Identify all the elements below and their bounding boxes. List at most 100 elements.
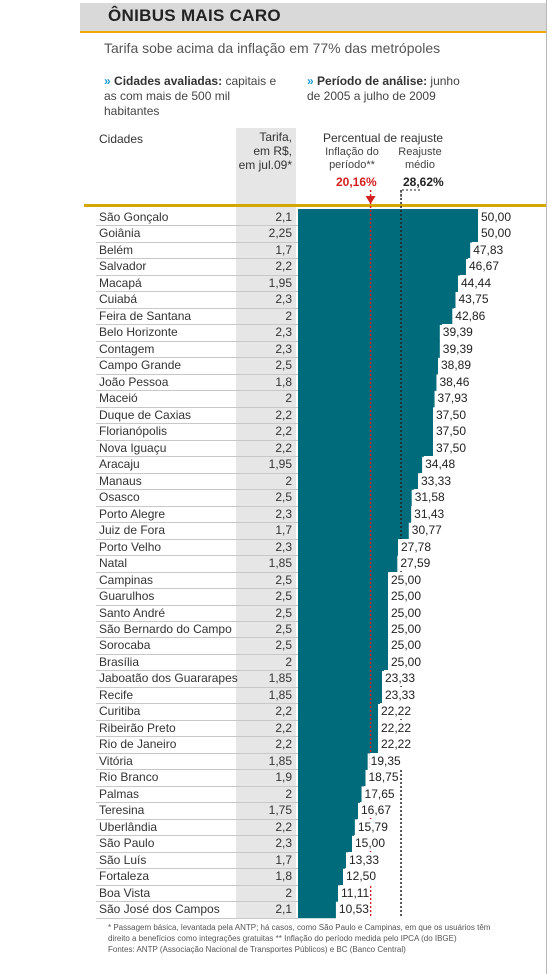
city-label: Duque de Caxias bbox=[99, 407, 192, 422]
bar-value-label: 30,77 bbox=[410, 522, 443, 539]
city-label: Contagem bbox=[99, 341, 155, 356]
row-divider bbox=[96, 456, 298, 458]
footnote-line3: Fontes: ANTP (Associação Nacional de Tra… bbox=[108, 945, 406, 954]
fare-value: 2,2 bbox=[275, 704, 292, 719]
row-divider bbox=[96, 653, 298, 655]
info-cities-text1: capitais e bbox=[225, 74, 277, 88]
bar bbox=[298, 505, 412, 523]
city-label: Juiz de Fora bbox=[99, 523, 166, 538]
city-label: Nova Iguaçu bbox=[99, 440, 167, 455]
row-divider bbox=[96, 818, 298, 820]
fare-value: 2 bbox=[285, 391, 292, 406]
fare-value: 2,2 bbox=[275, 737, 292, 752]
fare-value: 2,3 bbox=[275, 292, 292, 307]
fare-value: 2,2 bbox=[275, 407, 292, 422]
row-divider bbox=[96, 571, 298, 573]
header-tarifa-line3: em jul.09* bbox=[238, 158, 292, 172]
row-divider bbox=[96, 588, 298, 590]
bar-value-label: 15,00 bbox=[354, 835, 387, 852]
header-tarifa-line1: Tarifa, bbox=[259, 130, 292, 144]
row-divider bbox=[96, 703, 298, 705]
city-label: Palmas bbox=[99, 786, 140, 801]
fare-value: 1,85 bbox=[268, 556, 292, 571]
bar bbox=[298, 884, 338, 902]
bar-value-label: 23,33 bbox=[383, 686, 417, 703]
fare-value: 2,2 bbox=[275, 440, 292, 455]
row-divider bbox=[96, 258, 298, 260]
average-value: 28,62% bbox=[403, 175, 444, 189]
bar-value-label: 50,00 bbox=[480, 209, 513, 225]
bar bbox=[298, 258, 467, 276]
bar bbox=[298, 357, 439, 375]
bar bbox=[298, 571, 388, 589]
info-period-text1: junho bbox=[430, 74, 460, 88]
city-label: Rio de Janeiro bbox=[99, 737, 177, 752]
fare-value: 1,95 bbox=[268, 457, 292, 472]
bar bbox=[298, 324, 440, 342]
bar-value-label: 23,33 bbox=[383, 670, 417, 687]
bar-value-label: 16,67 bbox=[360, 802, 393, 819]
bar-value-label: 42,86 bbox=[454, 307, 487, 324]
bar-value-label: 25,00 bbox=[390, 637, 423, 654]
row-divider bbox=[96, 901, 298, 903]
city-label: Ribeirão Preto bbox=[99, 720, 176, 735]
fare-value: 2 bbox=[285, 654, 292, 669]
bar-value-label: 50,00 bbox=[480, 225, 513, 242]
row-divider bbox=[96, 472, 298, 474]
fare-value: 2,5 bbox=[275, 622, 292, 636]
city-label: Cuiabá bbox=[99, 292, 138, 307]
fare-value: 2,5 bbox=[275, 490, 292, 505]
row-divider bbox=[96, 423, 298, 425]
bar bbox=[298, 209, 478, 227]
bar bbox=[298, 868, 343, 886]
bar-value-label: 44,44 bbox=[459, 274, 492, 291]
fare-value: 2,2 bbox=[275, 720, 292, 735]
bar bbox=[298, 472, 418, 490]
double-arrow-icon: » bbox=[307, 74, 314, 88]
row-divider bbox=[96, 785, 298, 787]
city-label: Teresina bbox=[99, 803, 145, 818]
city-label: Florianópolis bbox=[99, 424, 168, 439]
fare-value: 2,2 bbox=[275, 424, 292, 439]
bar bbox=[298, 555, 398, 573]
bar-value-label: 22,22 bbox=[379, 736, 413, 753]
bar bbox=[298, 538, 399, 556]
bar bbox=[298, 703, 378, 721]
bar bbox=[298, 818, 355, 836]
city-label: São José dos Campos bbox=[99, 902, 220, 917]
bar bbox=[298, 307, 453, 325]
average-marker bbox=[400, 189, 420, 200]
fare-value: 1,7 bbox=[275, 523, 292, 538]
bar bbox=[298, 489, 412, 507]
city-label: Maceió bbox=[99, 391, 138, 406]
fare-value: 1,8 bbox=[275, 374, 292, 389]
bar-value-label: 37,93 bbox=[436, 390, 469, 407]
chart-title: ÔNIBUS MAIS CARO bbox=[108, 6, 281, 25]
bar-value-label: 37,50 bbox=[435, 439, 468, 456]
bar-value-label: 13,33 bbox=[347, 851, 381, 868]
city-label: Macapá bbox=[99, 275, 142, 290]
row-divider bbox=[96, 802, 298, 804]
fare-value: 2,5 bbox=[275, 572, 292, 587]
city-label: Boa Vista bbox=[99, 885, 151, 900]
row-divider bbox=[96, 324, 298, 326]
header-average: Reajuste médio bbox=[394, 146, 446, 172]
city-label: Campo Grande bbox=[99, 358, 182, 373]
city-label: Feira de Santana bbox=[99, 308, 192, 323]
chart-subtitle: Tarifa sobe acima da inflação em 77% das… bbox=[104, 40, 441, 56]
row-divider bbox=[96, 686, 298, 688]
row-divider bbox=[96, 406, 298, 408]
row-divider bbox=[96, 637, 298, 639]
fare-value: 2 bbox=[285, 473, 292, 488]
bar bbox=[298, 785, 362, 803]
bar bbox=[298, 686, 382, 704]
city-label: Belo Horizonte bbox=[99, 325, 178, 340]
row-divider bbox=[96, 736, 298, 738]
city-label: Natal bbox=[99, 556, 128, 571]
bar-value-label: 39,39 bbox=[441, 324, 474, 341]
bar-value-label: 27,59 bbox=[399, 555, 432, 572]
city-label: Osasco bbox=[99, 490, 140, 505]
city-label: Rio Branco bbox=[99, 770, 159, 785]
row-divider bbox=[96, 851, 298, 853]
